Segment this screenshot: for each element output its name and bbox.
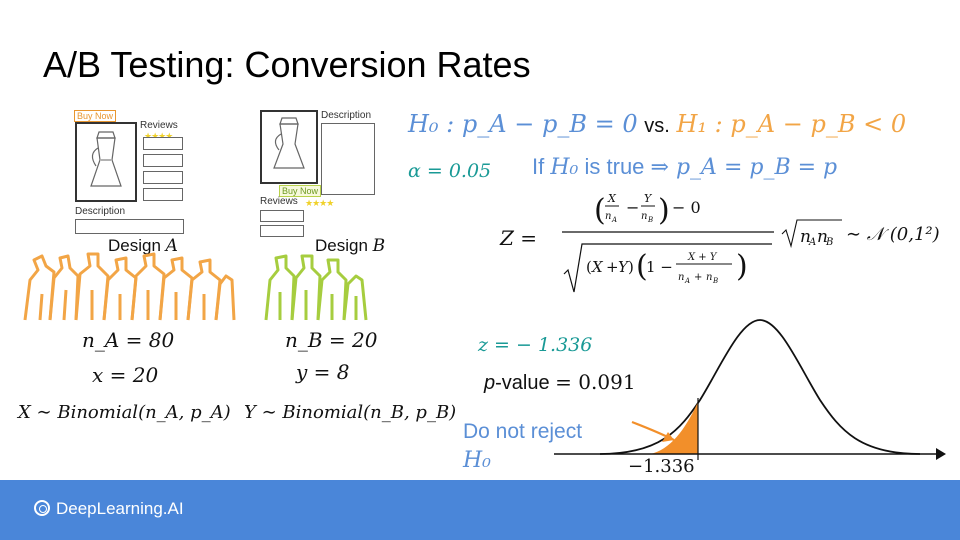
stars-b: ★★★★ <box>305 198 334 208</box>
svg-text:n: n <box>800 227 811 247</box>
svg-text:n: n <box>678 272 684 283</box>
y-distribution: Y ∼ Binomial(n_B, p_B) <box>244 402 457 423</box>
p-letter: p <box>484 372 496 394</box>
p-value-word: -value <box>495 372 550 394</box>
slide-title: A/B Testing: Conversion Rates <box>43 44 531 85</box>
svg-text:−: − <box>626 198 639 217</box>
svg-text:B: B <box>825 237 833 248</box>
svg-text:(: ( <box>586 258 592 276</box>
x-value: x = 20 <box>92 363 159 387</box>
implies-equal: ⇒ p_A = p_B = p <box>650 155 838 180</box>
p-value-shaded-region <box>650 402 698 454</box>
design-a-label: Design A <box>108 236 178 256</box>
buy-now-tag-b: Buy Now <box>279 185 322 197</box>
x-axis-arrow <box>936 448 946 460</box>
buy-now-tag-a: Buy Now <box>74 110 117 122</box>
svg-text:): ) <box>658 193 670 228</box>
brand-text: DeepLearning.AI <box>56 499 184 518</box>
alt-hypothesis: H₁ : p_A − p_B < 0 <box>676 110 907 138</box>
design-b-label: Design B <box>315 236 385 256</box>
svg-text:A: A <box>684 277 690 285</box>
review-box-a4 <box>143 188 183 201</box>
svg-text:1 −: 1 − <box>646 258 673 276</box>
coffee-pot-icon <box>90 131 122 187</box>
reviews-label-a: Reviews <box>140 120 178 131</box>
null-hypothesis: H₀ : p_A − p_B = 0 <box>408 110 638 138</box>
normal-curve-plot <box>554 319 946 460</box>
svg-text:B: B <box>647 216 653 224</box>
design-b-var: B <box>372 236 386 256</box>
review-box-b2 <box>260 225 304 237</box>
svg-text:): ) <box>628 258 634 276</box>
crowd-b-icon <box>264 254 368 321</box>
n-a-value: n_A = 80 <box>82 328 175 352</box>
review-box-a3 <box>143 171 183 184</box>
stars-a: ★★★★ <box>144 131 173 141</box>
n-b-value: n_B = 20 <box>285 328 378 352</box>
x-distribution: X ∼ Binomial(n_A, p_A) <box>18 402 231 423</box>
hypotheses-line: H₀ : p_A − p_B = 0 vs. H₁ : p_A − p_B < … <box>408 110 906 139</box>
svg-text:): ) <box>736 249 748 284</box>
review-box-a1 <box>143 137 183 150</box>
z-statistic-value: z = − 1.336 <box>478 334 593 356</box>
crowd-a-icon <box>23 252 236 321</box>
svg-text:+: + <box>694 272 702 283</box>
critical-value-tick: −1.336 <box>628 456 695 477</box>
footer-brand: DeepLearning.AI <box>34 499 184 519</box>
svg-text:+: + <box>606 258 619 276</box>
z-lhs: Z = <box>500 226 538 250</box>
if-word: If <box>532 154 545 179</box>
decision-arrowhead <box>662 432 674 442</box>
decision-text: Do not reject <box>463 420 583 443</box>
svg-text:A: A <box>611 216 617 224</box>
sqrt-nanb: nA nB <box>781 219 842 249</box>
review-box-a2 <box>143 154 183 167</box>
p-value-number: = 0.091 <box>555 370 636 394</box>
svg-text:n: n <box>641 211 647 222</box>
svg-text:Y: Y <box>644 192 653 205</box>
svg-text:(: ( <box>594 193 606 228</box>
product-image-a <box>75 122 137 202</box>
decision-h0: H₀ <box>463 448 492 473</box>
vs-word: vs. <box>644 115 670 137</box>
if-h0-symbol: H₀ <box>550 155 579 180</box>
if-h0-line: If H₀ is true ⇒ p_A = p_B = p <box>532 154 837 180</box>
design-a-var: A <box>165 236 178 256</box>
alpha-value: α = 0.05 <box>408 160 492 182</box>
product-image-b <box>260 110 318 184</box>
svg-text:A: A <box>808 237 816 248</box>
svg-text:Y: Y <box>618 258 630 276</box>
svg-text:X: X <box>607 192 617 205</box>
is-true-word: is true <box>584 154 645 179</box>
description-box-a <box>75 219 184 234</box>
svg-text:(: ( <box>636 249 648 284</box>
y-value: y = 8 <box>296 360 350 384</box>
deeplearning-logo-icon <box>34 500 50 516</box>
svg-text:B: B <box>712 277 718 285</box>
review-box-b1 <box>260 210 304 222</box>
svg-text:X: X <box>591 258 604 276</box>
svg-text:n: n <box>605 211 611 222</box>
svg-text:− 0: − 0 <box>672 198 701 217</box>
description-label-a: Description <box>75 206 126 217</box>
svg-text:n: n <box>706 272 712 283</box>
description-box-b <box>321 123 375 195</box>
design-b-word: Design <box>315 236 368 255</box>
reviews-label-b: Reviews <box>260 196 298 207</box>
p-value-line: p-value = 0.091 <box>484 370 636 395</box>
normal-distribution: ∼ 𝒩 (0,1²) <box>846 224 940 245</box>
coffee-pot-icon <box>273 117 305 169</box>
design-a-word: Design <box>108 236 161 255</box>
svg-text:X + Y: X + Y <box>687 252 718 263</box>
footer-bar <box>0 480 960 540</box>
svg-text:n: n <box>817 227 828 247</box>
description-label-b: Description <box>321 110 372 121</box>
